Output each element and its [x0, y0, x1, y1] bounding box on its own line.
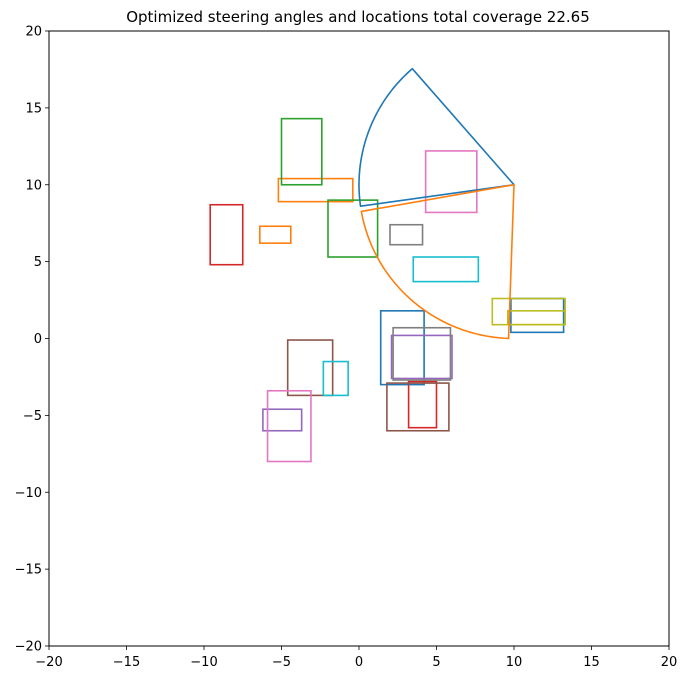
axis-ticks: −20 −15 −10 −5 0 5 10 15 20 −20 −15 −10 −5 0 5 10 15 20 [15, 25, 678, 671]
target-rectangle-orange-2 [277, 177, 354, 203]
target-rectangle-pink-13 [266, 389, 312, 463]
y-tick-label: 0 [34, 332, 42, 347]
target-rectangle-orange-3 [258, 225, 292, 244]
target-rectangle-brown-10 [286, 339, 334, 397]
y-tick-label: 5 [34, 255, 42, 270]
target-rectangle-cyan-19 [322, 360, 349, 397]
target-rectangle-cyan-18 [412, 256, 480, 283]
x-tick-label: −15 [113, 655, 140, 670]
y-tick-label: 20 [25, 25, 42, 40]
x-tick-label: −10 [190, 655, 217, 670]
x-tick-label: 10 [506, 655, 523, 670]
target-rectangle-red-7 [407, 380, 438, 429]
target-rectangle-gray-15 [392, 326, 452, 381]
y-tick-label: 15 [25, 101, 42, 116]
target-rectangle-purple-8 [390, 334, 453, 380]
target-rectangle-pink-12 [424, 150, 478, 214]
y-tick-label: −5 [23, 409, 42, 424]
x-tick-label: 20 [661, 655, 678, 670]
target-rectangle-green-5 [327, 199, 379, 258]
target-rectangle-purple-9 [262, 408, 303, 432]
x-tick-label: −5 [272, 655, 291, 670]
chart-title: Optimized steering angles and locations … [126, 8, 590, 26]
target-rectangle-green-4 [280, 117, 323, 186]
plot-frame [48, 30, 670, 647]
coverage-sector-blue-0 [358, 67, 515, 207]
y-tick-label: −10 [15, 486, 42, 501]
y-tick-label: −15 [15, 563, 42, 578]
target-rectangle-gray-14 [389, 223, 424, 246]
y-tick-label: 10 [25, 178, 42, 193]
x-tick-label: 5 [432, 655, 440, 670]
y-tick-label: −20 [15, 640, 42, 655]
coverage-sector-orange-1 [360, 183, 515, 340]
target-rectangle-olive-17 [506, 310, 566, 326]
chart-marks [209, 67, 566, 463]
target-rectangle-blue-0 [379, 310, 425, 386]
x-tick-label: −20 [35, 655, 62, 670]
target-rectangle-red-6 [209, 203, 244, 266]
target-rectangle-brown-11 [386, 382, 450, 432]
target-rectangle-blue-1 [510, 297, 565, 334]
x-tick-label: 0 [355, 655, 363, 670]
x-tick-label: 15 [583, 655, 600, 670]
